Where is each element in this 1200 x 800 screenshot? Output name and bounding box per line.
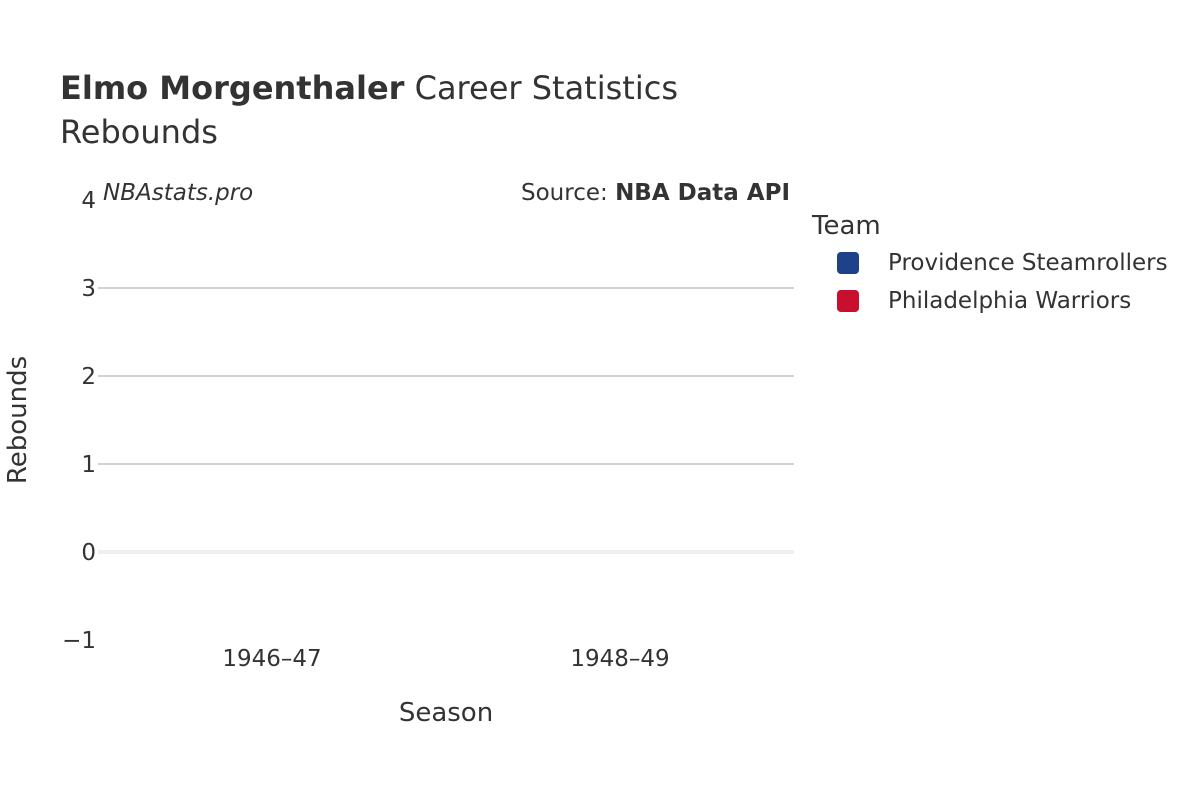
y-axis-label: Rebounds <box>3 356 33 484</box>
y-tick-label: 3 <box>81 276 96 302</box>
source-prefix: Source: <box>521 180 615 206</box>
y-tick-label: 2 <box>81 364 96 390</box>
y-tick-label: 1 <box>81 452 96 478</box>
title-suffix: Career Statistics <box>404 69 678 107</box>
legend-title: Team <box>812 211 881 241</box>
y-tick-label: 0 <box>81 540 96 566</box>
y-tick-label: 4 <box>81 188 96 214</box>
legend: Team Providence Steamrollers Philadelphi… <box>812 208 1192 320</box>
legend-item-philadelphia-warriors[interactable]: Philadelphia Warriors <box>812 282 1192 320</box>
x-tick-label: 1948–49 <box>570 646 669 672</box>
chart-subtitle: Rebounds <box>60 113 218 151</box>
gridlines <box>98 287 794 554</box>
legend-label-providence: Providence Steamrollers <box>888 250 1168 276</box>
chart-title: Elmo Morgenthaler Career Statistics <box>60 68 678 108</box>
legend-swatch-philadelphia <box>837 290 859 312</box>
x-tick-label: 1946–47 <box>222 646 321 672</box>
player-name: Elmo Morgenthaler <box>60 69 405 107</box>
source-name: NBA Data API <box>615 180 790 206</box>
legend-label-philadelphia: Philadelphia Warriors <box>888 288 1132 314</box>
watermark: NBAstats.pro <box>103 180 253 206</box>
x-axis-label: Season <box>399 698 493 728</box>
y-tick-labels: −1 0 1 2 3 4 <box>62 188 96 654</box>
legend-item-providence-steamrollers[interactable]: Providence Steamrollers <box>812 244 1192 282</box>
y-tick-label: −1 <box>62 628 96 654</box>
legend-swatch-providence <box>837 252 859 274</box>
source-credit: Source: NBA Data API <box>521 180 790 206</box>
x-tick-labels: 1946–47 1948–49 <box>222 646 669 672</box>
